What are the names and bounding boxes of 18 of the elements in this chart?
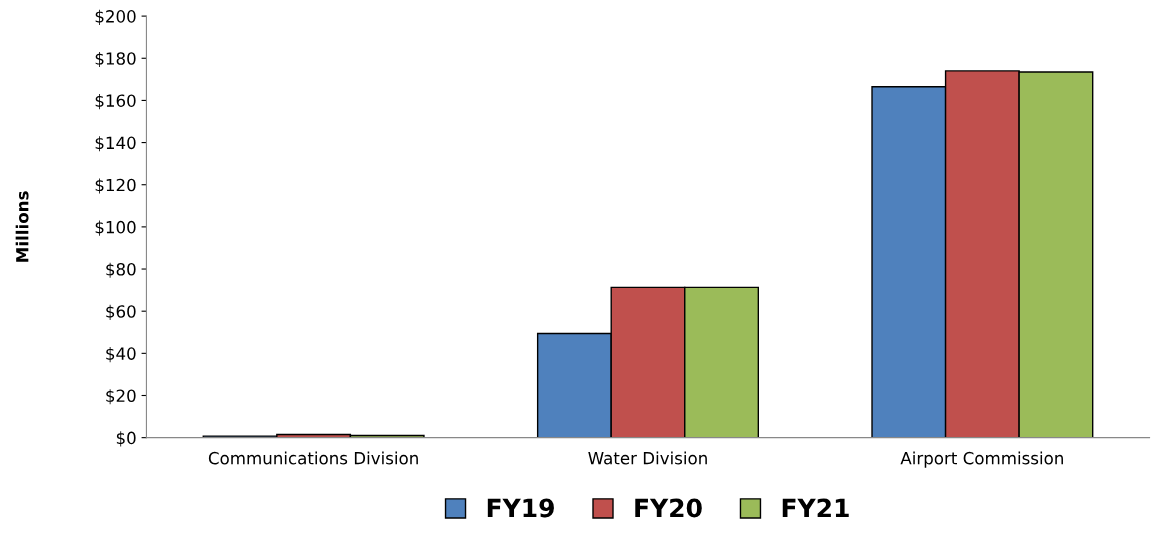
legend-label: FY21 bbox=[782, 498, 849, 518]
x-tick-label: Communications Division bbox=[208, 451, 418, 465]
legend-label: FY20 bbox=[635, 498, 702, 518]
y-tick-label: $60 bbox=[106, 304, 136, 320]
y-tick-label: $120 bbox=[95, 178, 136, 194]
x-tick-label: Water Division bbox=[588, 451, 707, 465]
y-tick-label: $160 bbox=[95, 94, 136, 110]
y-tick-label: $180 bbox=[95, 51, 136, 68]
y-tick-label: $20 bbox=[106, 389, 136, 405]
y-tick-label: $140 bbox=[95, 136, 136, 152]
y-tick-label: $0 bbox=[116, 431, 136, 447]
y-tick-label: $40 bbox=[106, 347, 136, 363]
y-axis-title: Millions bbox=[15, 191, 29, 262]
y-tick-label: $100 bbox=[95, 220, 136, 236]
y-tick-label: $80 bbox=[106, 262, 136, 278]
legend-label: FY19 bbox=[487, 498, 554, 518]
x-tick-label: Airport Commission bbox=[900, 451, 1063, 468]
y-tick-label: $200 bbox=[95, 9, 136, 25]
